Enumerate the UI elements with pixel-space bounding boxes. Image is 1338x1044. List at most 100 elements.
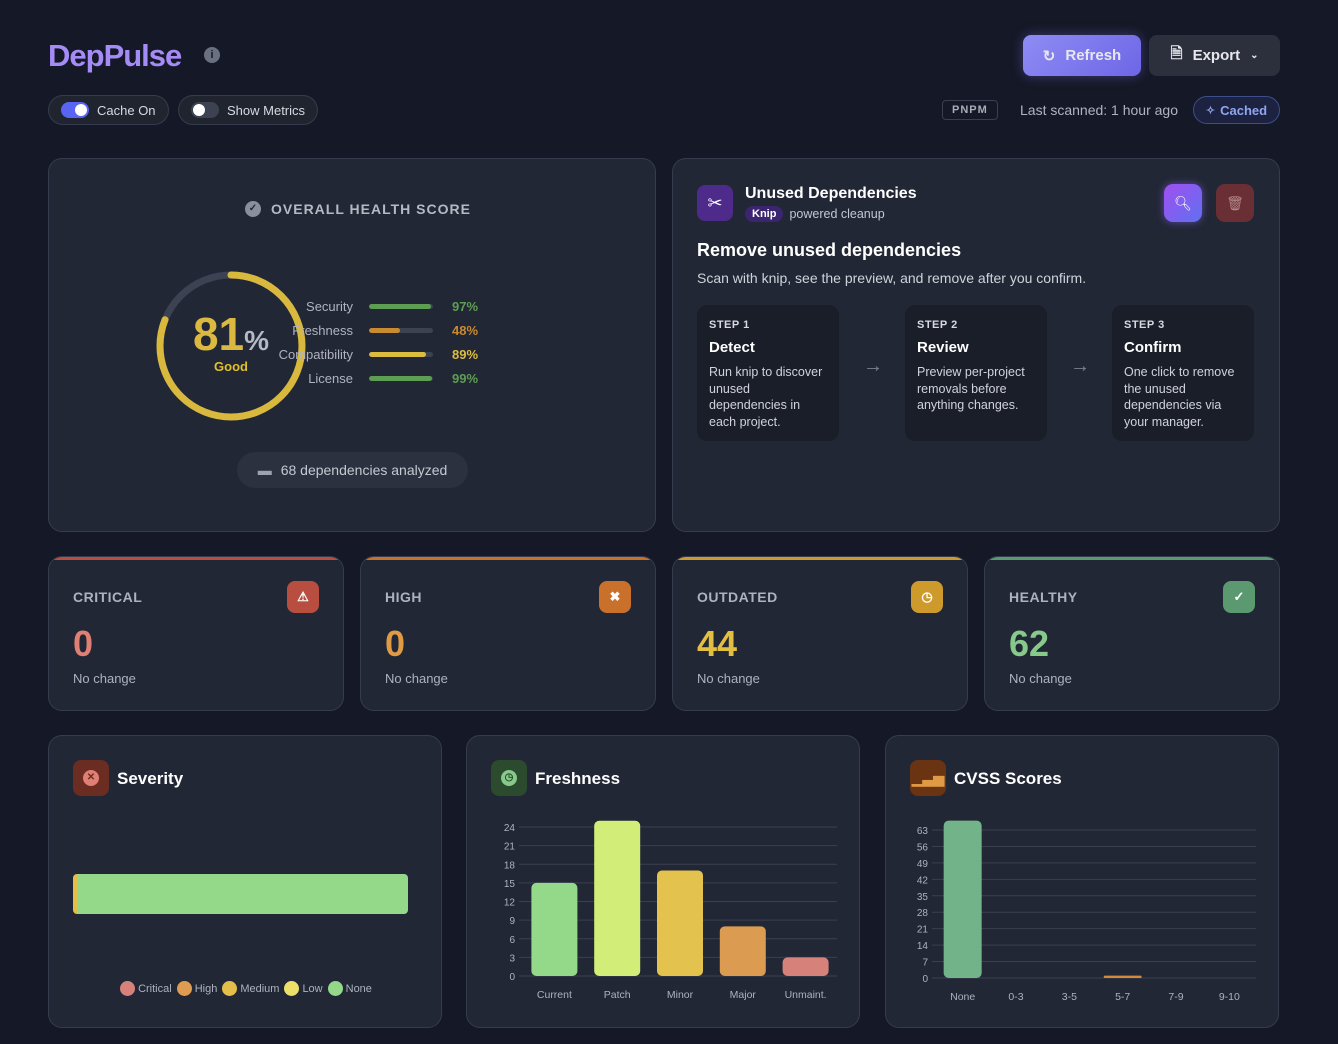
show-metrics-label: Show Metrics: [227, 102, 306, 118]
chart-title: Severity: [117, 769, 184, 788]
show-metrics-toggle[interactable]: Show Metrics: [178, 95, 319, 125]
severity-segment-medium: [73, 874, 78, 914]
y-tick-label: 0: [509, 972, 515, 983]
health-metrics: Security 97% Freshness 48% Compatibility 89% L…: [249, 299, 569, 399]
severity-segment-none: [78, 874, 408, 914]
y-tick-label: 21: [917, 925, 929, 936]
refresh-button[interactable]: ↻ Refresh: [1023, 35, 1141, 76]
metric-label: License: [308, 371, 353, 386]
y-tick-label: 21: [504, 842, 516, 853]
severity-chart-card: ✕ Severity Critical High Medium Low None: [48, 735, 442, 1028]
stat-label: OUTDATED: [697, 589, 778, 605]
legend-item[interactable]: Critical: [120, 981, 172, 996]
x-tick-label: 5-7: [1115, 991, 1130, 1003]
metric-bar: [369, 352, 433, 357]
scan-button[interactable]: 🔍︎: [1164, 184, 1202, 222]
arrow-right-icon: →: [1070, 355, 1090, 377]
search-icon: 🔍︎: [1174, 194, 1192, 211]
y-tick-label: 42: [917, 875, 929, 886]
x-tick-label: 3-5: [1062, 991, 1077, 1003]
package-manager-badge: PNPM: [942, 100, 998, 120]
knip-badge: Knip: [745, 206, 784, 222]
stat-change: No change: [385, 671, 448, 686]
x-tick-label: None: [950, 991, 975, 1003]
refresh-icon: ↻: [1042, 47, 1056, 65]
legend-item[interactable]: Medium: [222, 981, 279, 996]
y-tick-label: 15: [504, 879, 516, 890]
bar-current: [531, 882, 578, 976]
freshness-bar-chart: 0 3 6 9 12 15 18 21 24 Current Patch Minor Major Unma…: [504, 820, 837, 1001]
check-circle-icon: ✓: [1223, 581, 1255, 613]
stat-card-critical: CRITICAL ⚠ 0 No change: [48, 556, 344, 711]
gauge-fill: [156, 271, 306, 421]
stat-label: HEALTHY: [1009, 589, 1078, 605]
cache-toggle-label: Cache On: [97, 102, 156, 118]
legend-item[interactable]: None: [327, 981, 372, 996]
y-tick-label: 49: [917, 859, 929, 870]
metric-bar: [369, 304, 433, 309]
dependencies-count: ▬ 68 dependencies analyzed: [237, 452, 468, 488]
metric-label: Freshness: [292, 323, 353, 338]
chart-title: Freshness: [535, 769, 621, 788]
metric-value: 48%: [452, 323, 479, 338]
y-tick-label: 63: [917, 826, 929, 837]
y-tick-label: 9: [509, 916, 515, 927]
x-tick-label: 9-10: [1219, 991, 1240, 1003]
package-icon: ▬: [257, 462, 272, 478]
toggle-switch[interactable]: [61, 102, 89, 118]
y-tick-label: 28: [917, 908, 929, 919]
legend-swatch: [327, 981, 343, 996]
metric-freshness: Freshness 48%: [249, 323, 489, 338]
toggle-switch[interactable]: [191, 102, 219, 118]
x-tick-label: Minor: [667, 989, 694, 1001]
health-score-card: ✓ OVERALL HEALTH SCORE 81% Good Security…: [48, 158, 656, 532]
stat-value: 0: [73, 623, 94, 664]
x-tick-label: 0-3: [1008, 991, 1023, 1003]
metric-label: Security: [306, 299, 353, 314]
stat-card-high: HIGH ✖ 0 No change: [360, 556, 656, 711]
bar-chart-icon: ▁▃▅: [910, 760, 946, 796]
accent-bar: [49, 557, 343, 560]
x-tick-label: 7-9: [1168, 991, 1183, 1003]
bar-major: [719, 926, 766, 976]
health-score: 81: [192, 308, 245, 360]
legend-swatch: [120, 981, 136, 996]
metric-value: 97%: [452, 299, 479, 314]
cache-toggle[interactable]: Cache On: [48, 95, 169, 125]
file-download-icon: 🗎: [1170, 45, 1183, 62]
clock-icon: ◷: [491, 760, 527, 796]
metric-license: License 99%: [249, 371, 489, 386]
y-tick-label: 24: [504, 823, 516, 834]
warning-icon: ⚠: [287, 581, 319, 613]
x-tick-label: Current: [537, 989, 572, 1001]
x-tick-label: Major: [730, 989, 757, 1001]
chevron-down-icon: ⌄: [1250, 50, 1259, 61]
severity-stacked-bar: [73, 874, 408, 914]
cvss-chart-card: ▁▃▅ CVSS Scores 0 7 14 21 28 35 42 49 56 63 None 0-…: [885, 735, 1279, 1028]
x-circle-icon: ✖: [599, 581, 631, 613]
legend-item[interactable]: High: [176, 981, 217, 996]
unused-heading: Remove unused dependencies: [697, 240, 962, 260]
cvss-bar-chart: 0 7 14 21 28 35 42 49 56 63 None 0-3 3-5 5-7 7-9 9-10: [917, 820, 1256, 1003]
arrow-right-icon: →: [863, 355, 883, 377]
legend-item[interactable]: Low: [284, 981, 323, 996]
bar-unmaint.: [782, 957, 829, 976]
metric-security: Security 97%: [249, 299, 489, 314]
app-title: DepPulse: [48, 38, 182, 73]
y-tick-label: 6: [509, 935, 515, 946]
metric-bar: [369, 328, 433, 333]
health-gauge: [156, 271, 306, 421]
remove-button[interactable]: 🗑︎: [1216, 184, 1254, 222]
metric-bar: [369, 376, 433, 381]
x-tick-label: Patch: [604, 989, 631, 1001]
y-tick-label: 14: [917, 941, 929, 952]
step-confirm: STEP 3 Confirm One click to remove the unu…: [1112, 305, 1254, 441]
health-title: OVERALL HEALTH SCORE: [271, 201, 471, 217]
stat-value: 44: [697, 623, 738, 664]
lightning-icon: ✧: [1205, 104, 1216, 117]
bar-minor: [657, 870, 703, 976]
export-button[interactable]: 🗎 Export ⌄: [1149, 35, 1280, 76]
y-tick-label: 18: [504, 860, 516, 871]
stat-change: No change: [73, 671, 136, 686]
info-icon[interactable]: i: [204, 47, 220, 63]
